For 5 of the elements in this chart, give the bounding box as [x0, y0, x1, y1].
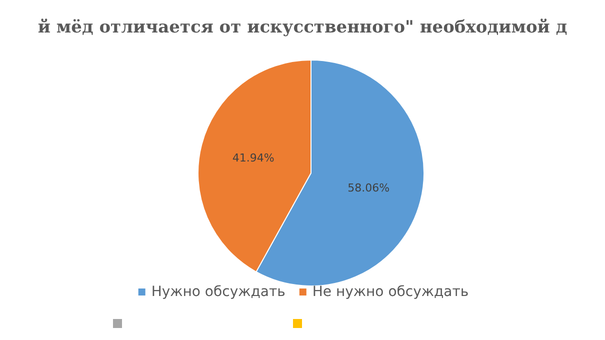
- data-label: 58.06%: [348, 181, 390, 194]
- chart-title: й мёд отличается от искусственного" необходимой д: [38, 18, 568, 38]
- data-label: 41.94%: [232, 152, 274, 165]
- legend-label: Нужно обсуждать: [151, 284, 286, 300]
- legend-label: Не нужно обсуждать: [312, 284, 469, 300]
